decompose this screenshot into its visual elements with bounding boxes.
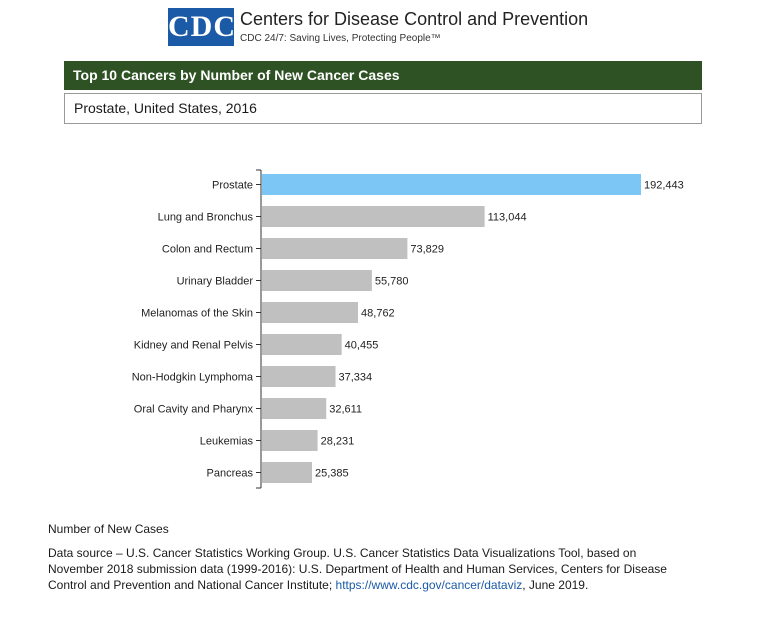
data-source: Data source – U.S. Cancer Statistics Wor… [48, 545, 688, 593]
y-axis [256, 169, 262, 489]
value-label: 32,611 [329, 404, 362, 416]
bar-urinary-bladder[interactable] [262, 270, 372, 291]
x-axis-label: Number of New Cases [48, 522, 169, 536]
value-label: 55,780 [375, 276, 409, 288]
category-label: Lung and Bronchus [158, 212, 254, 224]
category-label: Colon and Rectum [162, 244, 253, 256]
bar-melanomas-of-the-skin[interactable] [262, 302, 359, 323]
bar-kidney-and-renal-pelvis[interactable] [262, 334, 342, 355]
tagline: CDC 24/7: Saving Lives, Protecting Peopl… [240, 33, 441, 44]
category-label: Prostate [212, 180, 253, 192]
org-name: Centers for Disease Control and Preventi… [240, 9, 589, 29]
chart-title: Top 10 Cancers by Number of New Cancer C… [64, 61, 702, 90]
category-label: Non-Hodgkin Lymphoma [132, 372, 254, 384]
bar-prostate[interactable] [262, 174, 641, 195]
value-label: 25,385 [315, 468, 349, 480]
value-label: 40,455 [345, 340, 379, 352]
value-label: 48,762 [361, 308, 395, 320]
value-label: 28,231 [321, 436, 355, 448]
category-label: Pancreas [207, 468, 254, 480]
source-suffix: , June 2019. [522, 578, 589, 592]
category-label: Melanomas of the Skin [141, 308, 253, 320]
source-text: Data source – U.S. Cancer Statistics Wor… [48, 546, 667, 592]
bar-lung-and-bronchus[interactable] [262, 206, 485, 227]
value-label: 37,334 [339, 372, 373, 384]
category-label: Kidney and Renal Pelvis [134, 340, 254, 352]
bar-non-hodgkin-lymphoma[interactable] [262, 366, 336, 387]
bar-leukemias[interactable] [262, 430, 318, 451]
bar-colon-and-rectum[interactable] [262, 238, 408, 259]
source-link[interactable]: https://www.cdc.gov/cancer/dataviz [335, 578, 523, 592]
category-label: Leukemias [200, 436, 254, 448]
bar-oral-cavity-and-pharynx[interactable] [262, 398, 327, 419]
category-label: Oral Cavity and Pharynx [134, 404, 254, 416]
value-label: 113,044 [488, 212, 527, 224]
bar-chart: Prostate 192,443 Lung and Bronchus 113,044 C… [132, 169, 684, 489]
category-label: Urinary Bladder [177, 276, 254, 288]
cdc-logo: CDC [168, 8, 235, 46]
cdc-header: CDC Centers for Disease Control and Prev… [168, 8, 608, 48]
value-label: 192,443 [644, 180, 684, 192]
chart-subtitle: Prostate, United States, 2016 [64, 93, 702, 124]
value-label: 73,829 [410, 244, 444, 256]
bar-pancreas[interactable] [262, 462, 312, 483]
